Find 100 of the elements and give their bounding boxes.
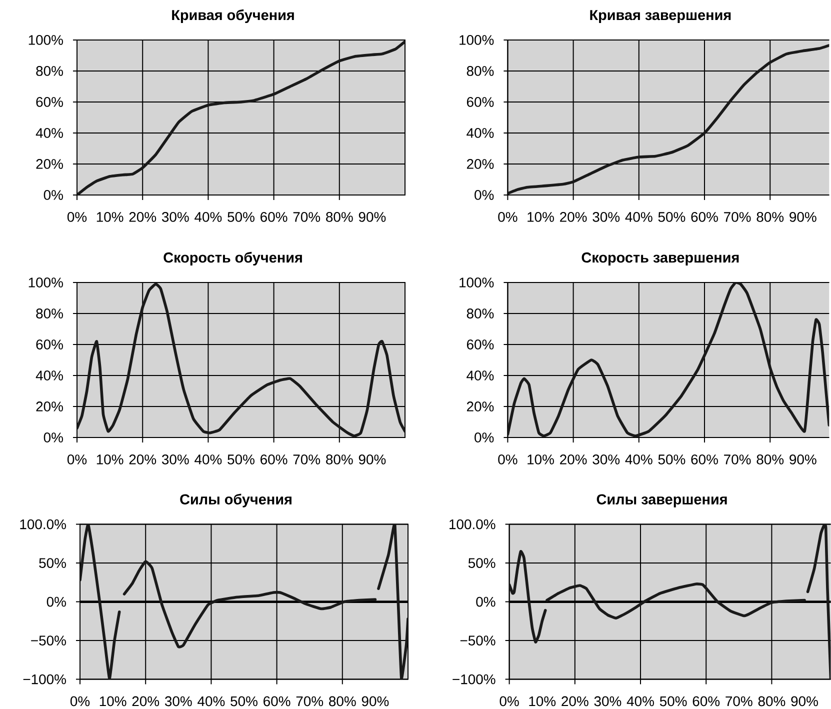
y-tick-label: 100% xyxy=(460,35,494,45)
x-tick-label: 30% xyxy=(162,454,189,464)
x-tick-label: 80% xyxy=(326,454,353,464)
x-tick-label: 30% xyxy=(164,696,192,706)
x-tick-label: 40% xyxy=(194,454,222,464)
x-tick-label: 60% xyxy=(692,696,720,706)
x-tick-label: 30% xyxy=(592,454,620,464)
y-tick-label: 0% xyxy=(44,190,63,200)
x-tick-label: 30% xyxy=(592,212,620,222)
x-tick-label: 70% xyxy=(724,212,751,222)
x-tick-label: 80% xyxy=(756,212,784,222)
x-tick-label: 30% xyxy=(162,212,189,222)
y-tick-label: 100% xyxy=(460,278,494,288)
chart-title: Кривая обучения xyxy=(172,9,294,24)
x-tick-label: 10% xyxy=(96,212,124,222)
x-tick-label: 90% xyxy=(790,454,816,464)
x-tick-label: 20% xyxy=(560,212,587,222)
x-tick-label: 10% xyxy=(528,454,554,464)
x-tick-label: 0% xyxy=(498,454,518,464)
x-tick-label: 90% xyxy=(362,696,389,706)
y-tick-label: 20% xyxy=(36,402,63,412)
y-tick-label: 0% xyxy=(46,596,66,607)
x-tick-label: 0% xyxy=(498,212,518,222)
y-tick-label: −50% xyxy=(460,636,496,646)
x-tick-label: 90% xyxy=(790,212,816,222)
y-tick-label: 60% xyxy=(36,97,63,107)
x-tick-label: 0% xyxy=(67,454,87,464)
x-tick-label: 90% xyxy=(358,454,386,464)
x-tick-label: 80% xyxy=(756,454,784,464)
y-tick-label: 40% xyxy=(36,370,63,380)
y-tick-label: 40% xyxy=(466,370,494,380)
x-tick-label: 0% xyxy=(70,696,90,706)
y-tick-label: −100% xyxy=(23,674,66,684)
y-tick-label: 60% xyxy=(36,340,63,350)
x-tick-label: 70% xyxy=(293,212,320,222)
y-tick-label: 80% xyxy=(36,308,63,318)
x-tick-label: 20% xyxy=(560,454,587,464)
x-tick-label: 10% xyxy=(528,212,554,222)
y-tick-label: 0% xyxy=(474,190,494,200)
x-tick-label: 10% xyxy=(96,454,124,464)
x-tick-label: 0% xyxy=(67,212,87,222)
x-tick-label: 40% xyxy=(626,696,654,706)
x-tick-label: 80% xyxy=(758,696,786,706)
y-tick-label: −50% xyxy=(31,636,66,646)
y-tick-label: 0% xyxy=(474,432,494,442)
x-tick-label: 60% xyxy=(260,454,288,464)
x-tick-label: 80% xyxy=(329,696,356,706)
chart-title: Скорость обучения xyxy=(164,252,302,266)
x-tick-label: 70% xyxy=(293,454,320,464)
x-tick-label: 90% xyxy=(791,696,818,706)
x-tick-label: 20% xyxy=(132,696,160,706)
x-tick-label: 70% xyxy=(724,454,751,464)
y-tick-label: 100% xyxy=(28,278,63,288)
y-tick-label: 80% xyxy=(466,66,494,76)
x-tick-label: 60% xyxy=(264,696,290,706)
x-tick-label: 40% xyxy=(625,454,652,464)
x-tick-label: 60% xyxy=(691,454,718,464)
chart-title: Скорость завершения xyxy=(582,252,739,266)
x-tick-label: 70% xyxy=(296,696,324,706)
x-tick-label: 20% xyxy=(562,696,588,706)
x-tick-label: 50% xyxy=(660,696,687,706)
y-tick-label: 20% xyxy=(466,402,494,412)
x-tick-label: 80% xyxy=(326,212,353,222)
x-tick-label: 30% xyxy=(594,696,622,706)
x-tick-label: 40% xyxy=(194,212,222,222)
x-tick-label: 10% xyxy=(529,696,556,706)
x-tick-label: 20% xyxy=(129,212,156,222)
y-tick-label: 60% xyxy=(466,340,494,350)
y-tick-label: 100% xyxy=(28,35,63,45)
x-tick-label: 50% xyxy=(230,696,258,706)
x-tick-label: 40% xyxy=(625,212,652,222)
y-tick-label: −100% xyxy=(452,674,496,684)
x-tick-label: 0% xyxy=(500,696,519,706)
x-tick-label: 50% xyxy=(228,454,254,464)
y-tick-label: 0% xyxy=(476,596,496,607)
y-tick-label: 100.0% xyxy=(450,519,496,530)
y-tick-label: 0% xyxy=(44,432,63,442)
x-tick-label: 50% xyxy=(658,454,686,464)
x-tick-label: 90% xyxy=(358,212,386,222)
x-tick-label: 40% xyxy=(198,696,225,706)
chart-title: Силы обучения xyxy=(180,494,292,508)
y-tick-label: 40% xyxy=(36,128,63,138)
y-tick-label: 40% xyxy=(466,128,494,138)
y-tick-label: 20% xyxy=(466,159,494,169)
y-tick-label: 60% xyxy=(466,97,494,107)
x-tick-label: 60% xyxy=(691,212,718,222)
x-tick-label: 20% xyxy=(129,454,156,464)
y-tick-label: 20% xyxy=(36,159,63,169)
y-tick-label: 50% xyxy=(468,558,496,568)
y-tick-label: 50% xyxy=(39,558,66,568)
y-tick-label: 80% xyxy=(36,66,63,76)
x-tick-label: 50% xyxy=(228,212,254,222)
x-tick-label: 50% xyxy=(658,212,686,222)
x-tick-label: 60% xyxy=(260,212,288,222)
x-tick-label: 10% xyxy=(100,696,126,706)
y-tick-label: 100.0% xyxy=(20,519,66,530)
chart-title: Силы завершения xyxy=(596,494,727,508)
y-tick-label: 80% xyxy=(466,308,494,318)
x-tick-label: 70% xyxy=(726,696,752,706)
chart-title: Кривая завершения xyxy=(590,10,731,24)
